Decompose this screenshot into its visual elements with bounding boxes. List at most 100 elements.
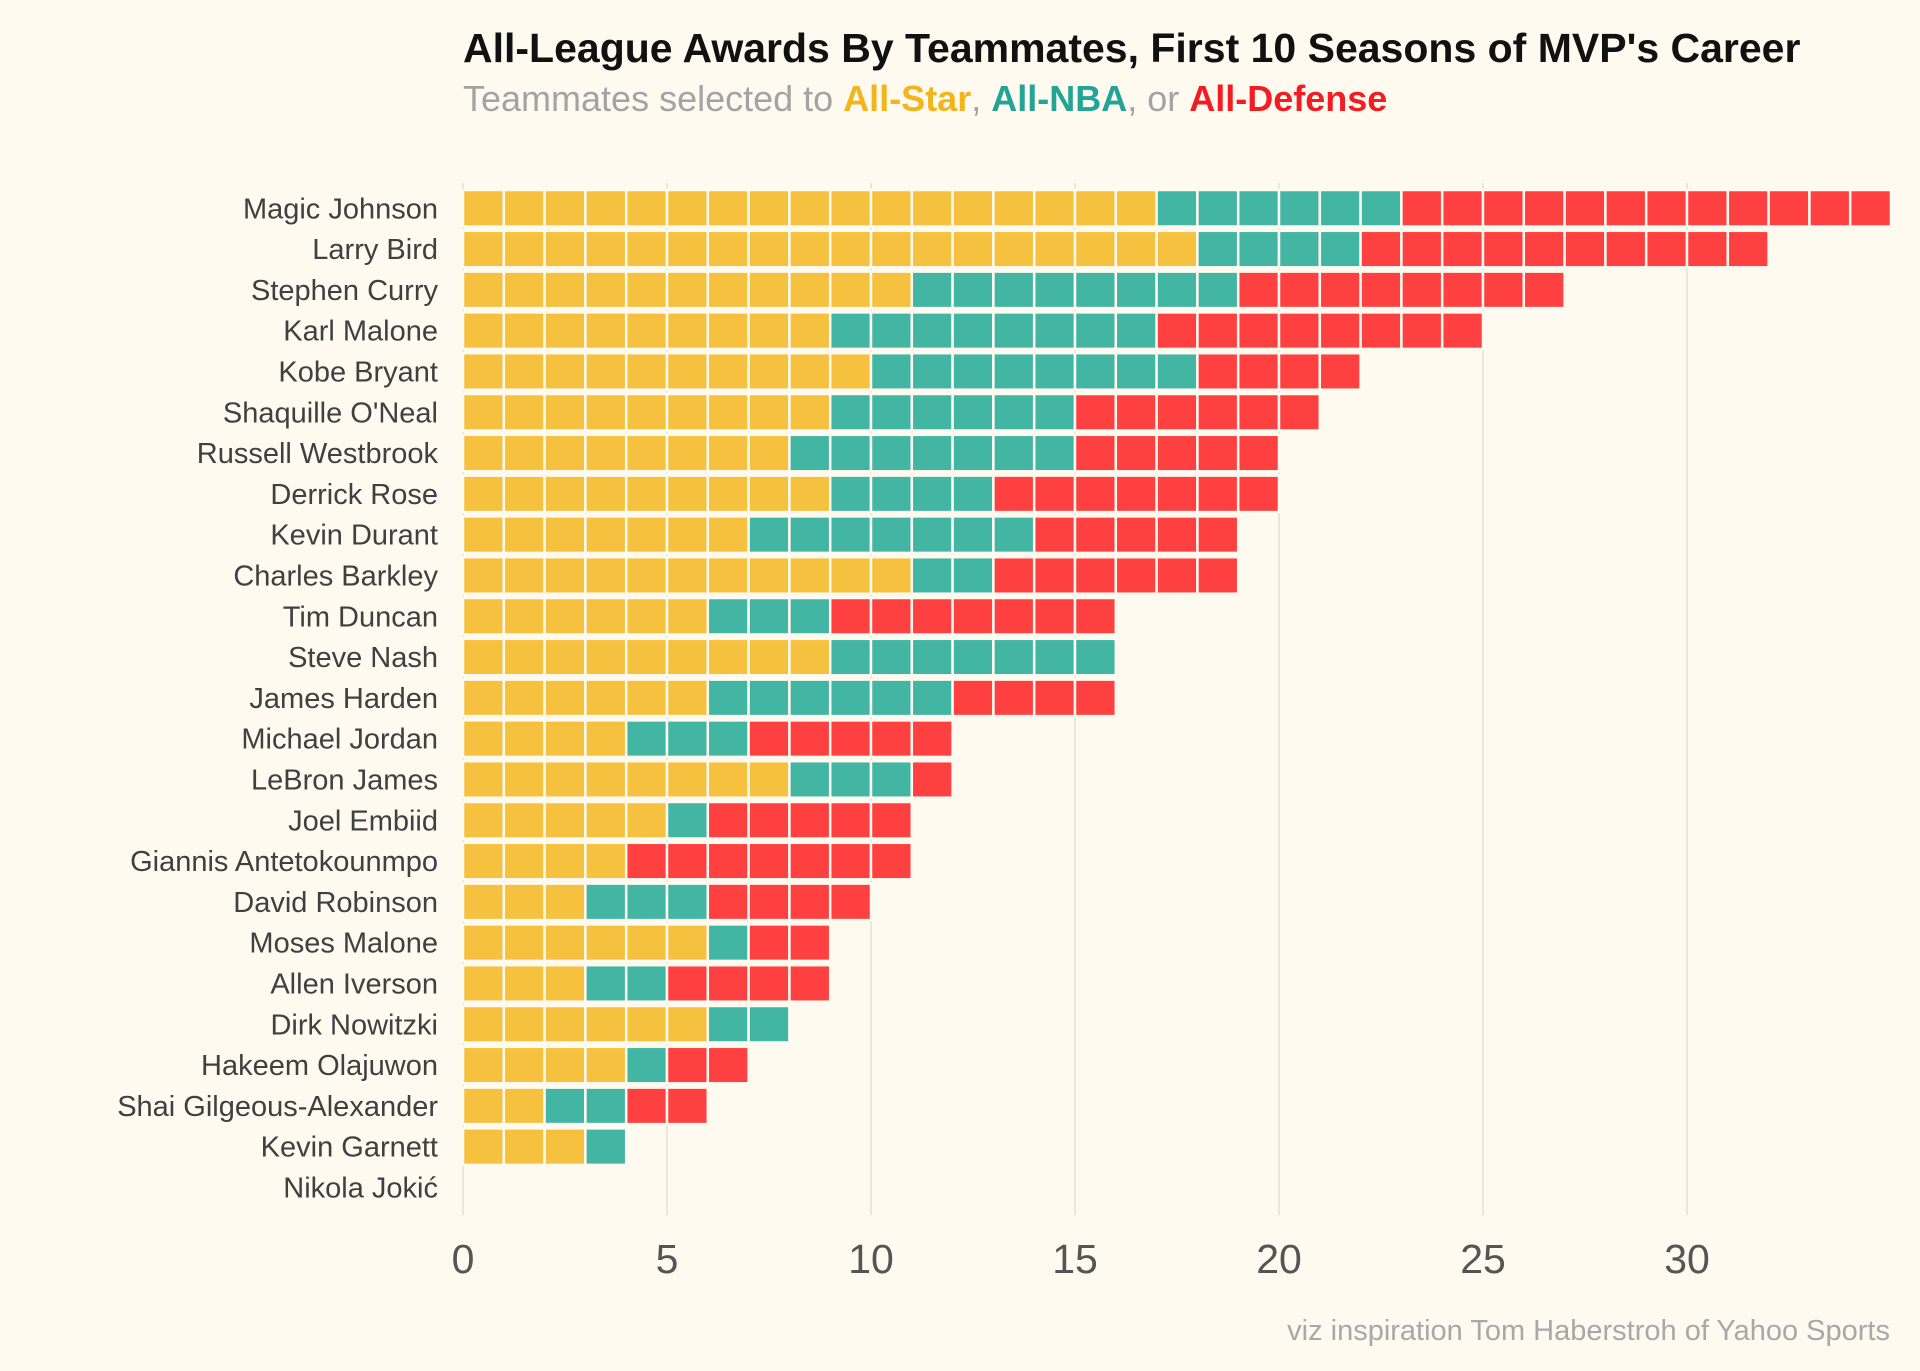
bar-cell-all-star	[788, 188, 832, 228]
bar-cell-all-defense	[828, 800, 873, 840]
bar-cell-all-nba	[1236, 229, 1281, 269]
bar-cell-all-star	[788, 229, 832, 269]
bar-cell-all-nba	[828, 474, 873, 514]
bar-cell-all-nba	[828, 678, 873, 718]
bar-cell-all-star	[461, 1004, 506, 1044]
bar-cell-all-star	[788, 311, 832, 351]
bar-cell-all-defense	[1359, 311, 1403, 351]
bar-cell-all-defense	[1522, 229, 1566, 269]
bar-cell-all-star	[502, 351, 546, 391]
bar-cell-all-star	[461, 515, 506, 555]
bar-cell-all-star	[502, 188, 546, 228]
bar-cell-all-star	[543, 1045, 587, 1085]
bar-cell-all-star	[706, 270, 750, 310]
bar-cell-all-star	[624, 311, 669, 351]
bar-cell-all-star	[584, 719, 628, 759]
bar-cell-all-star	[624, 270, 669, 310]
bar-cell-all-nba	[910, 433, 954, 473]
bar-cell-all-nba	[992, 433, 1036, 473]
bar-cell-all-star	[461, 719, 506, 759]
bar-cell-all-star	[747, 270, 791, 310]
bar-cell-all-nba	[1073, 311, 1118, 351]
bar-cell-all-defense	[1604, 229, 1648, 269]
bar-cell-all-nba	[869, 515, 914, 555]
bar-cell-all-star	[502, 719, 546, 759]
bar-cell-all-nba	[706, 596, 750, 636]
y-label: Karl Malone	[283, 316, 438, 348]
bar-cell-all-nba	[1073, 270, 1118, 310]
bar-cell-all-star	[869, 188, 914, 228]
bar-cell-all-star	[502, 1086, 546, 1126]
bar-cell-all-nba	[1114, 270, 1158, 310]
bar-cell-all-star	[747, 474, 791, 514]
y-label: Stephen Curry	[251, 275, 438, 307]
bar-cell-all-star	[706, 351, 750, 391]
bar-cell-all-star	[584, 229, 628, 269]
bar-cell-all-nba	[624, 1045, 669, 1085]
bar-cell-all-nba	[1196, 270, 1240, 310]
bar-cell-all-star	[461, 392, 506, 432]
bar-cell-all-nba	[1155, 270, 1199, 310]
bar-cell-all-nba	[1032, 311, 1077, 351]
bar-cell-all-nba	[828, 311, 873, 351]
bar-cell-all-defense	[1563, 229, 1607, 269]
bar-cell-all-star	[584, 311, 628, 351]
bar-cell-all-defense	[747, 719, 791, 759]
bar-cell-all-defense	[1032, 474, 1077, 514]
bar-cell-all-star	[543, 474, 587, 514]
bar-cell-all-star	[624, 759, 669, 799]
bar-cell-all-defense	[706, 882, 750, 922]
y-label: Magic Johnson	[243, 193, 438, 225]
bar-cell-all-nba	[747, 596, 791, 636]
bar-cell-all-star	[461, 1086, 506, 1126]
bar-cell-all-defense	[910, 759, 954, 799]
y-label: Derrick Rose	[270, 479, 438, 511]
y-label: Nikola Jokić	[283, 1172, 438, 1204]
bar-cell-all-defense	[869, 800, 914, 840]
x-axis-ticks: 0 5 10 15 20 25 30	[452, 1236, 1710, 1282]
bar-cell-all-defense	[788, 923, 832, 963]
bar-cell-all-star	[502, 963, 546, 1003]
bar-cell-all-defense	[1114, 392, 1158, 432]
x-tick-label-5: 5	[656, 1236, 679, 1282]
bar-cell-all-star	[747, 311, 791, 351]
bar-cell-all-star	[502, 1045, 546, 1085]
bar-cell-all-defense	[869, 719, 914, 759]
bar-cell-all-nba	[951, 392, 995, 432]
bar-cell-all-nba	[543, 1086, 587, 1126]
legend-all-defense: All-Defense	[1189, 78, 1387, 119]
bar-cell-all-star	[665, 637, 710, 677]
bar-cell-all-defense	[1196, 392, 1240, 432]
bar-cell-all-nba	[706, 678, 750, 718]
bar-cell-all-star	[747, 392, 791, 432]
bar-cell-all-star	[665, 515, 710, 555]
bar-cell-all-star	[502, 923, 546, 963]
bar-cell-all-star	[543, 923, 587, 963]
bar-cell-all-nba	[1032, 392, 1077, 432]
bar-cell-all-star	[543, 311, 587, 351]
bar-cell-all-star	[665, 759, 710, 799]
bar-cell-all-nba	[665, 800, 710, 840]
bar-cell-all-star	[1073, 229, 1118, 269]
bar-cell-all-defense	[951, 596, 995, 636]
bar-cell-all-star	[461, 311, 506, 351]
bar-cell-all-nba	[910, 678, 954, 718]
bar-cell-all-star	[706, 311, 750, 351]
bar-cell-all-star	[828, 188, 873, 228]
bar-cell-all-nba	[869, 759, 914, 799]
bar-cell-all-star	[543, 678, 587, 718]
bar-cell-all-star	[869, 270, 914, 310]
bar-cell-all-star	[543, 270, 587, 310]
bar-cell-all-star	[584, 270, 628, 310]
bar-cell-all-star	[747, 555, 791, 595]
bar-cell-all-nba	[910, 555, 954, 595]
bar-cell-all-star	[584, 841, 628, 881]
bar-cell-all-star	[584, 637, 628, 677]
bar-cell-all-star	[461, 270, 506, 310]
bar-cell-all-nba	[910, 637, 954, 677]
y-label: Michael Jordan	[241, 724, 438, 756]
bar-cell-all-star	[624, 923, 669, 963]
bar-cell-all-star	[624, 800, 669, 840]
bar-cell-all-star	[543, 719, 587, 759]
bar-cell-all-nba	[1155, 351, 1199, 391]
